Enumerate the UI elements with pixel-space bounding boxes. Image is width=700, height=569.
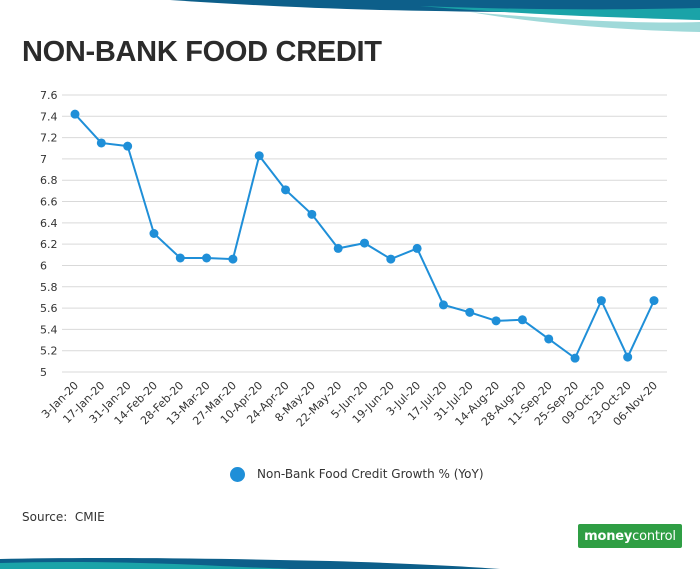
data-point	[175, 253, 185, 263]
data-point	[412, 243, 422, 253]
data-point	[228, 254, 238, 264]
source-note: Source: CMIE	[22, 510, 105, 524]
legend: Non-Bank Food Credit Growth % (YoY)	[230, 464, 484, 484]
data-point	[386, 254, 396, 264]
moneycontrol-logo: money control	[578, 524, 682, 548]
y-axis-ticks: 7.6 7.4 7.2 7 6.8 6.6 6.4 6.2 6 5.8 5.6 5.4 5.2 5	[40, 89, 58, 379]
data-point	[254, 151, 264, 161]
y-tick-label: 5.8	[40, 281, 58, 294]
data-point	[307, 209, 317, 219]
data-point	[570, 353, 580, 363]
y-tick-label: 6.6	[40, 196, 58, 209]
y-tick-label: 7	[40, 153, 47, 166]
data-point	[96, 138, 106, 148]
data-point	[517, 315, 527, 325]
series-points	[70, 109, 659, 363]
x-axis-ticks: 3-Jan-2017-Jan-2031-Jan-2014-Feb-2028-Fe…	[39, 379, 660, 430]
y-tick-label: 7.2	[40, 132, 58, 145]
data-point	[202, 253, 212, 263]
data-point	[649, 296, 659, 306]
series-line	[74, 113, 655, 360]
y-tick-label: 6.2	[40, 238, 58, 251]
line-chart: 7.6 7.4 7.2 7 6.8 6.6 6.4 6.2 6 5.8 5.6 5.4 5.2 5 3-J…	[39, 89, 667, 430]
series-lines	[74, 113, 655, 360]
y-tick-label: 5	[40, 366, 47, 379]
data-point	[491, 316, 501, 326]
logo-text-part-1: money	[584, 528, 633, 544]
data-point	[544, 334, 554, 344]
data-point	[333, 243, 343, 253]
y-tick-label: 5.4	[40, 323, 58, 336]
data-point	[465, 307, 475, 317]
data-point	[123, 141, 133, 151]
y-tick-label: 6	[40, 259, 47, 272]
top-decorative-band	[170, 0, 700, 32]
y-tick-label: 5.6	[40, 302, 58, 315]
y-tick-label: 5.2	[40, 345, 58, 358]
logo-text-part-2: control	[632, 528, 676, 544]
data-point	[360, 238, 369, 248]
data-point	[438, 300, 448, 310]
y-tick-label: 6.8	[40, 174, 58, 187]
y-tick-label: 7.4	[40, 110, 58, 123]
legend-label: Non-Bank Food Credit Growth % (YoY)	[257, 467, 484, 481]
data-point	[281, 185, 291, 195]
chart-title: NON-BANK FOOD CREDIT	[22, 36, 382, 68]
y-tick-label: 7.6	[40, 89, 58, 102]
data-point	[623, 352, 633, 362]
grid-lines	[62, 94, 667, 373]
legend-marker-icon	[230, 466, 245, 482]
data-point	[70, 109, 80, 119]
data-point	[596, 296, 606, 306]
y-tick-label: 6.4	[40, 217, 58, 230]
data-point	[149, 229, 159, 238]
bottom-decorative-band	[0, 557, 500, 569]
